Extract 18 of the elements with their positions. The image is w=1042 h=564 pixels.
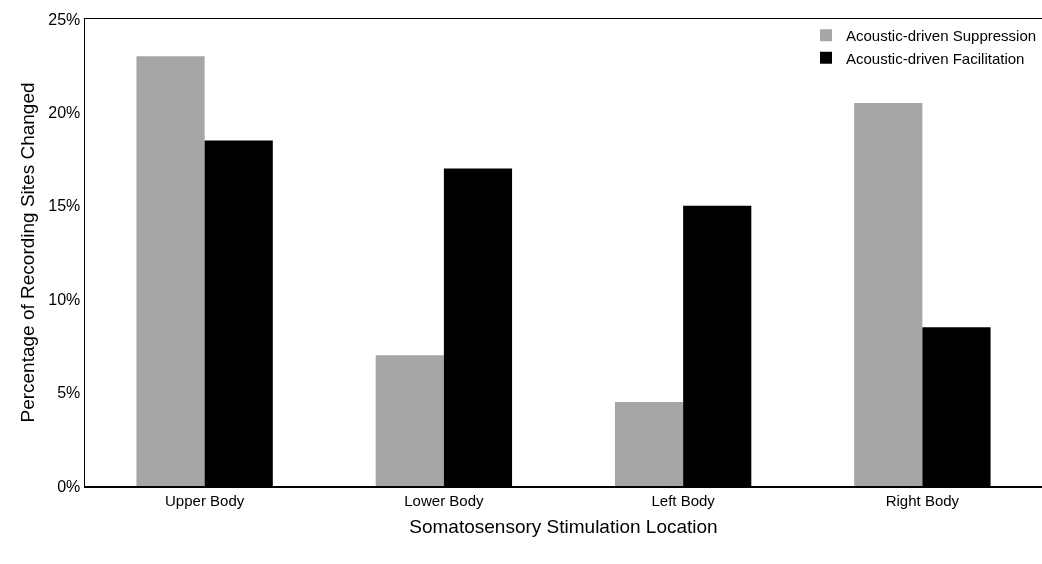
x-tick-label: Left Body [651, 491, 716, 509]
x-tick-label: Right Body [885, 491, 960, 509]
legend-label: Acoustic-driven Suppression [846, 27, 1037, 45]
y-tick-label: 15% [48, 197, 81, 215]
x-tick-label: Lower Body [404, 491, 484, 509]
bar [136, 56, 205, 486]
y-tick-label: 10% [48, 290, 81, 308]
x-axis-title: Somatosensory Stimulation Location [409, 516, 718, 538]
bar [854, 103, 923, 486]
x-tick-label: Upper Body [165, 491, 245, 509]
y-tick-label: 5% [57, 384, 81, 402]
y-tick-label: 25% [48, 10, 81, 28]
legend-label: Acoustic-driven Facilitation [846, 49, 1025, 67]
y-tick-label: 0% [57, 477, 81, 495]
y-axis-title: Percentage of Recording Sites Changed [17, 82, 39, 423]
y-tick-label: 20% [48, 104, 81, 121]
bar [614, 401, 684, 486]
bar [375, 355, 444, 486]
